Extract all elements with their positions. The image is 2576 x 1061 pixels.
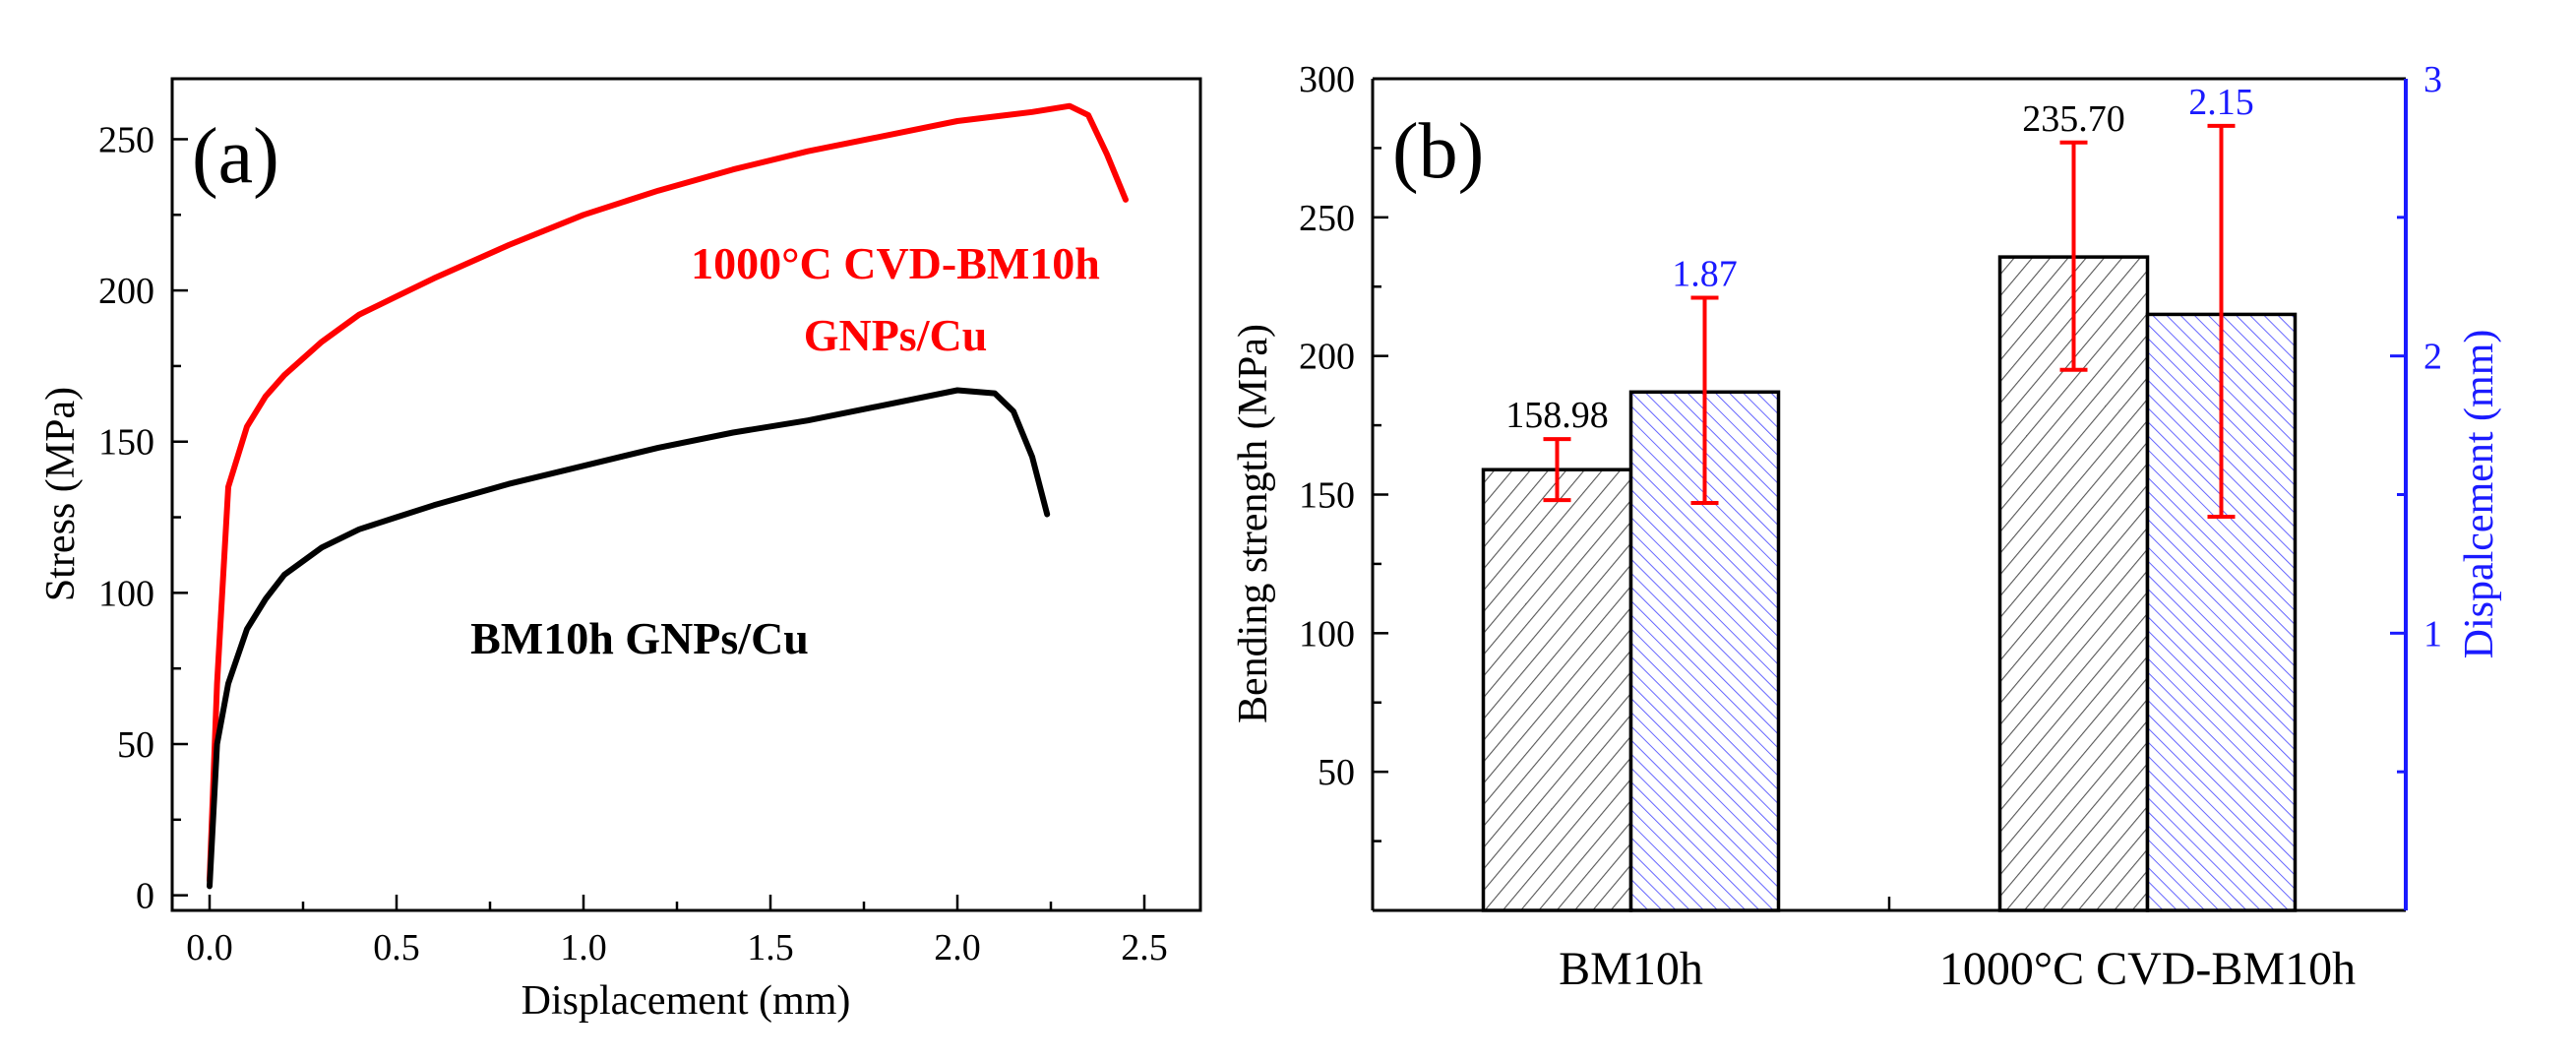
- panel-a-ylabel: Stress (MPa): [38, 387, 84, 601]
- panel-b-category-label: 1000°C CVD-BM10h: [1939, 943, 2356, 995]
- panel-b-right-tick-label: 1: [2423, 613, 2442, 655]
- panel-a-lines: [207, 102, 1129, 890]
- panel-b-left-tick-label: 200: [1299, 337, 1355, 378]
- panel-b-right-ticks: 1 2 3: [2390, 59, 2442, 774]
- panel-a-xlabel: Displacement (mm): [521, 978, 851, 1024]
- panel-b-ylabel-left: Bending strength (MPa): [1231, 324, 1276, 723]
- panel-a-y-tick-label: 50: [117, 724, 154, 766]
- panel-a: 0.0 0.5 1.0 1.5 2.0 2.5 0 50 100 150 200 250 (a) D…: [38, 77, 1202, 1024]
- series-label-cvd-line-1: 1000°C CVD-BM10h: [691, 238, 1100, 288]
- panel-a-label: (a): [192, 113, 279, 200]
- bar-value-label: 235.70: [2022, 98, 2125, 140]
- panel-a-y-tick-label: 250: [98, 119, 154, 160]
- panel-a-x-tick-label: 2.5: [1121, 927, 1168, 968]
- panel-b-left-tick-label: 300: [1299, 59, 1355, 100]
- panel-a-y-tick-label: 100: [98, 573, 154, 614]
- bar-value-label: 2.15: [2188, 82, 2254, 123]
- panel-b-right-tick-label: 2: [2423, 337, 2442, 378]
- panel-a-x-ticks: 0.0 0.5 1.0 1.5 2.0 2.5: [186, 895, 1168, 968]
- panel-b-error-bars: [1543, 123, 2236, 520]
- bar-value-label: 158.98: [1505, 395, 1609, 436]
- panel-b: 158.98 235.70 1.87 2.15 50 100 150 200 250 300 1…: [1231, 59, 2502, 995]
- panel-b-ylabel-right: Dispalcement (mm): [2457, 330, 2502, 659]
- panel-b-bars: [1481, 255, 2298, 912]
- panel-b-value-labels: 158.98 235.70 1.87 2.15: [1505, 82, 2254, 436]
- panel-a-y-tick-label: 200: [98, 271, 154, 312]
- panel-b-left-tick-label: 250: [1299, 198, 1355, 239]
- bar-bending-strength-bm10h: [1481, 468, 1633, 912]
- panel-a-x-tick-label: 0.0: [186, 927, 233, 968]
- panel-a-y-tick-label: 150: [98, 422, 154, 464]
- bar-value-label: 1.87: [1672, 254, 1738, 295]
- panel-b-left-tick-label: 100: [1299, 613, 1355, 655]
- panel-b-left-tick-label: 50: [1318, 752, 1355, 793]
- panel-b-left-ticks: 50 100 150 200 250 300: [1299, 59, 1388, 843]
- panel-a-y-ticks: 0 50 100 150 200 250: [98, 119, 188, 917]
- panel-b-x-ticks: BM10h 1000°C CVD-BM10h: [1559, 897, 2356, 995]
- panel-b-category-label: BM10h: [1559, 943, 1703, 995]
- panel-a-x-tick-label: 0.5: [373, 927, 420, 968]
- panel-b-left-tick-label: 150: [1299, 475, 1355, 517]
- series-label-bm10h: BM10h GNPs/Cu: [470, 613, 809, 663]
- panel-a-x-tick-label: 2.0: [934, 927, 981, 968]
- series-line-cvd-bm10h: [207, 102, 1129, 884]
- panel-a-x-tick-label: 1.0: [560, 927, 607, 968]
- series-label-cvd-line-2: GNPs/Cu: [804, 310, 988, 360]
- panel-a-x-tick-label: 1.5: [747, 927, 794, 968]
- panel-b-right-tick-label: 3: [2423, 59, 2442, 100]
- panel-b-label: (b): [1392, 108, 1484, 195]
- panel-a-frame: [170, 77, 1202, 912]
- series-line-bm10h: [207, 387, 1051, 890]
- panel-a-y-tick-label: 0: [136, 876, 154, 917]
